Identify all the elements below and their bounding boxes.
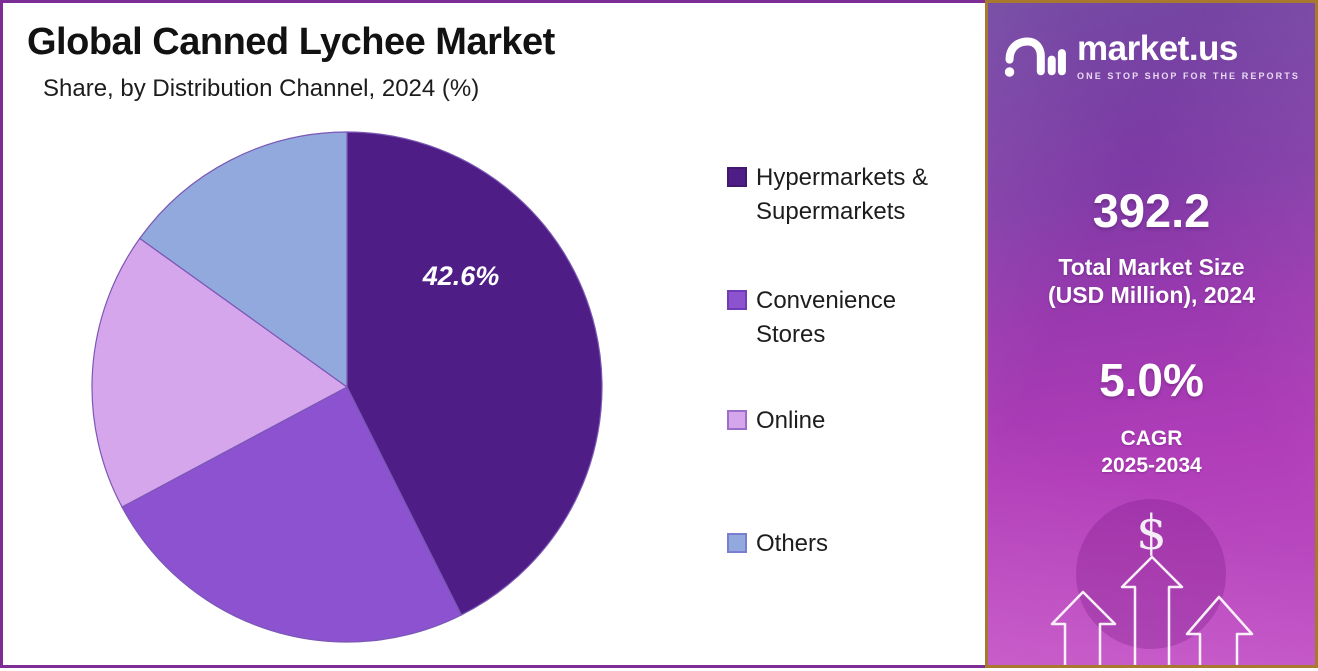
total-market-size-label-line1: Total Market Size — [1058, 254, 1245, 280]
cagr-value: 5.0% — [1099, 354, 1204, 406]
legend-item: Convenience Stores — [727, 284, 956, 352]
logo-tagline: ONE STOP SHOP FOR THE REPORTS — [1077, 71, 1300, 81]
legend-swatch — [727, 533, 747, 553]
market-us-logo-mark-icon — [1004, 37, 1066, 77]
legend-item: Hypermarkets & Supermarkets — [727, 161, 956, 229]
pie-slice-convenience-stores — [121, 386, 463, 643]
total-market-size-label: Total Market Size (USD Million), 2024 — [988, 253, 1315, 309]
chart-legend: Hypermarkets & Supermarkets Convenience S… — [727, 3, 957, 671]
pie-slice-others — [138, 131, 348, 389]
legend-swatch — [727, 167, 747, 187]
legend-swatch — [727, 290, 747, 310]
cagr-label-line1: CAGR — [1120, 427, 1183, 450]
cagr-label: CAGR 2025-2034 — [988, 425, 1315, 480]
legend-item: Others — [727, 527, 828, 561]
logo-text: market.us ONE STOP SHOP FOR THE REPORTS — [1077, 31, 1300, 81]
legend-item: Online — [727, 404, 825, 438]
pie-slice-online — [91, 237, 349, 508]
legend-label: Others — [756, 530, 829, 557]
total-market-size-value: 392.2 — [1092, 184, 1211, 237]
cagr-label-line2: 2025-2034 — [1101, 454, 1202, 478]
chart-area: Global Canned Lychee Market Share, by Di… — [0, 0, 988, 668]
legend-label: Convenience Stores — [756, 287, 897, 348]
legend-label: Online — [756, 407, 826, 434]
total-market-size-label-line2: (USD Million), 2024 — [1047, 282, 1256, 309]
pie-slice-data-label: 42.6% — [422, 261, 500, 291]
logo-brand: market.us — [1077, 29, 1238, 68]
dollar-sign-icon: $ — [1136, 505, 1167, 561]
pie-slice-hypermarkets-supermarkets — [346, 131, 603, 616]
market-us-logo: market.us ONE STOP SHOP FOR THE REPORTS — [988, 27, 1315, 85]
legend-swatch — [727, 410, 747, 430]
brand-side-panel: market.us ONE STOP SHOP FOR THE REPORTS … — [985, 0, 1318, 668]
page-title: Global Canned Lychee Market — [27, 21, 555, 63]
pie-chart — [86, 126, 608, 648]
pie-chart-svg — [91, 131, 603, 643]
legend-label: Hypermarkets & Supermarkets — [756, 164, 929, 225]
growth-arrows-icon — [1050, 555, 1254, 665]
chart-subtitle: Share, by Distribution Channel, 2024 (%) — [43, 75, 480, 102]
